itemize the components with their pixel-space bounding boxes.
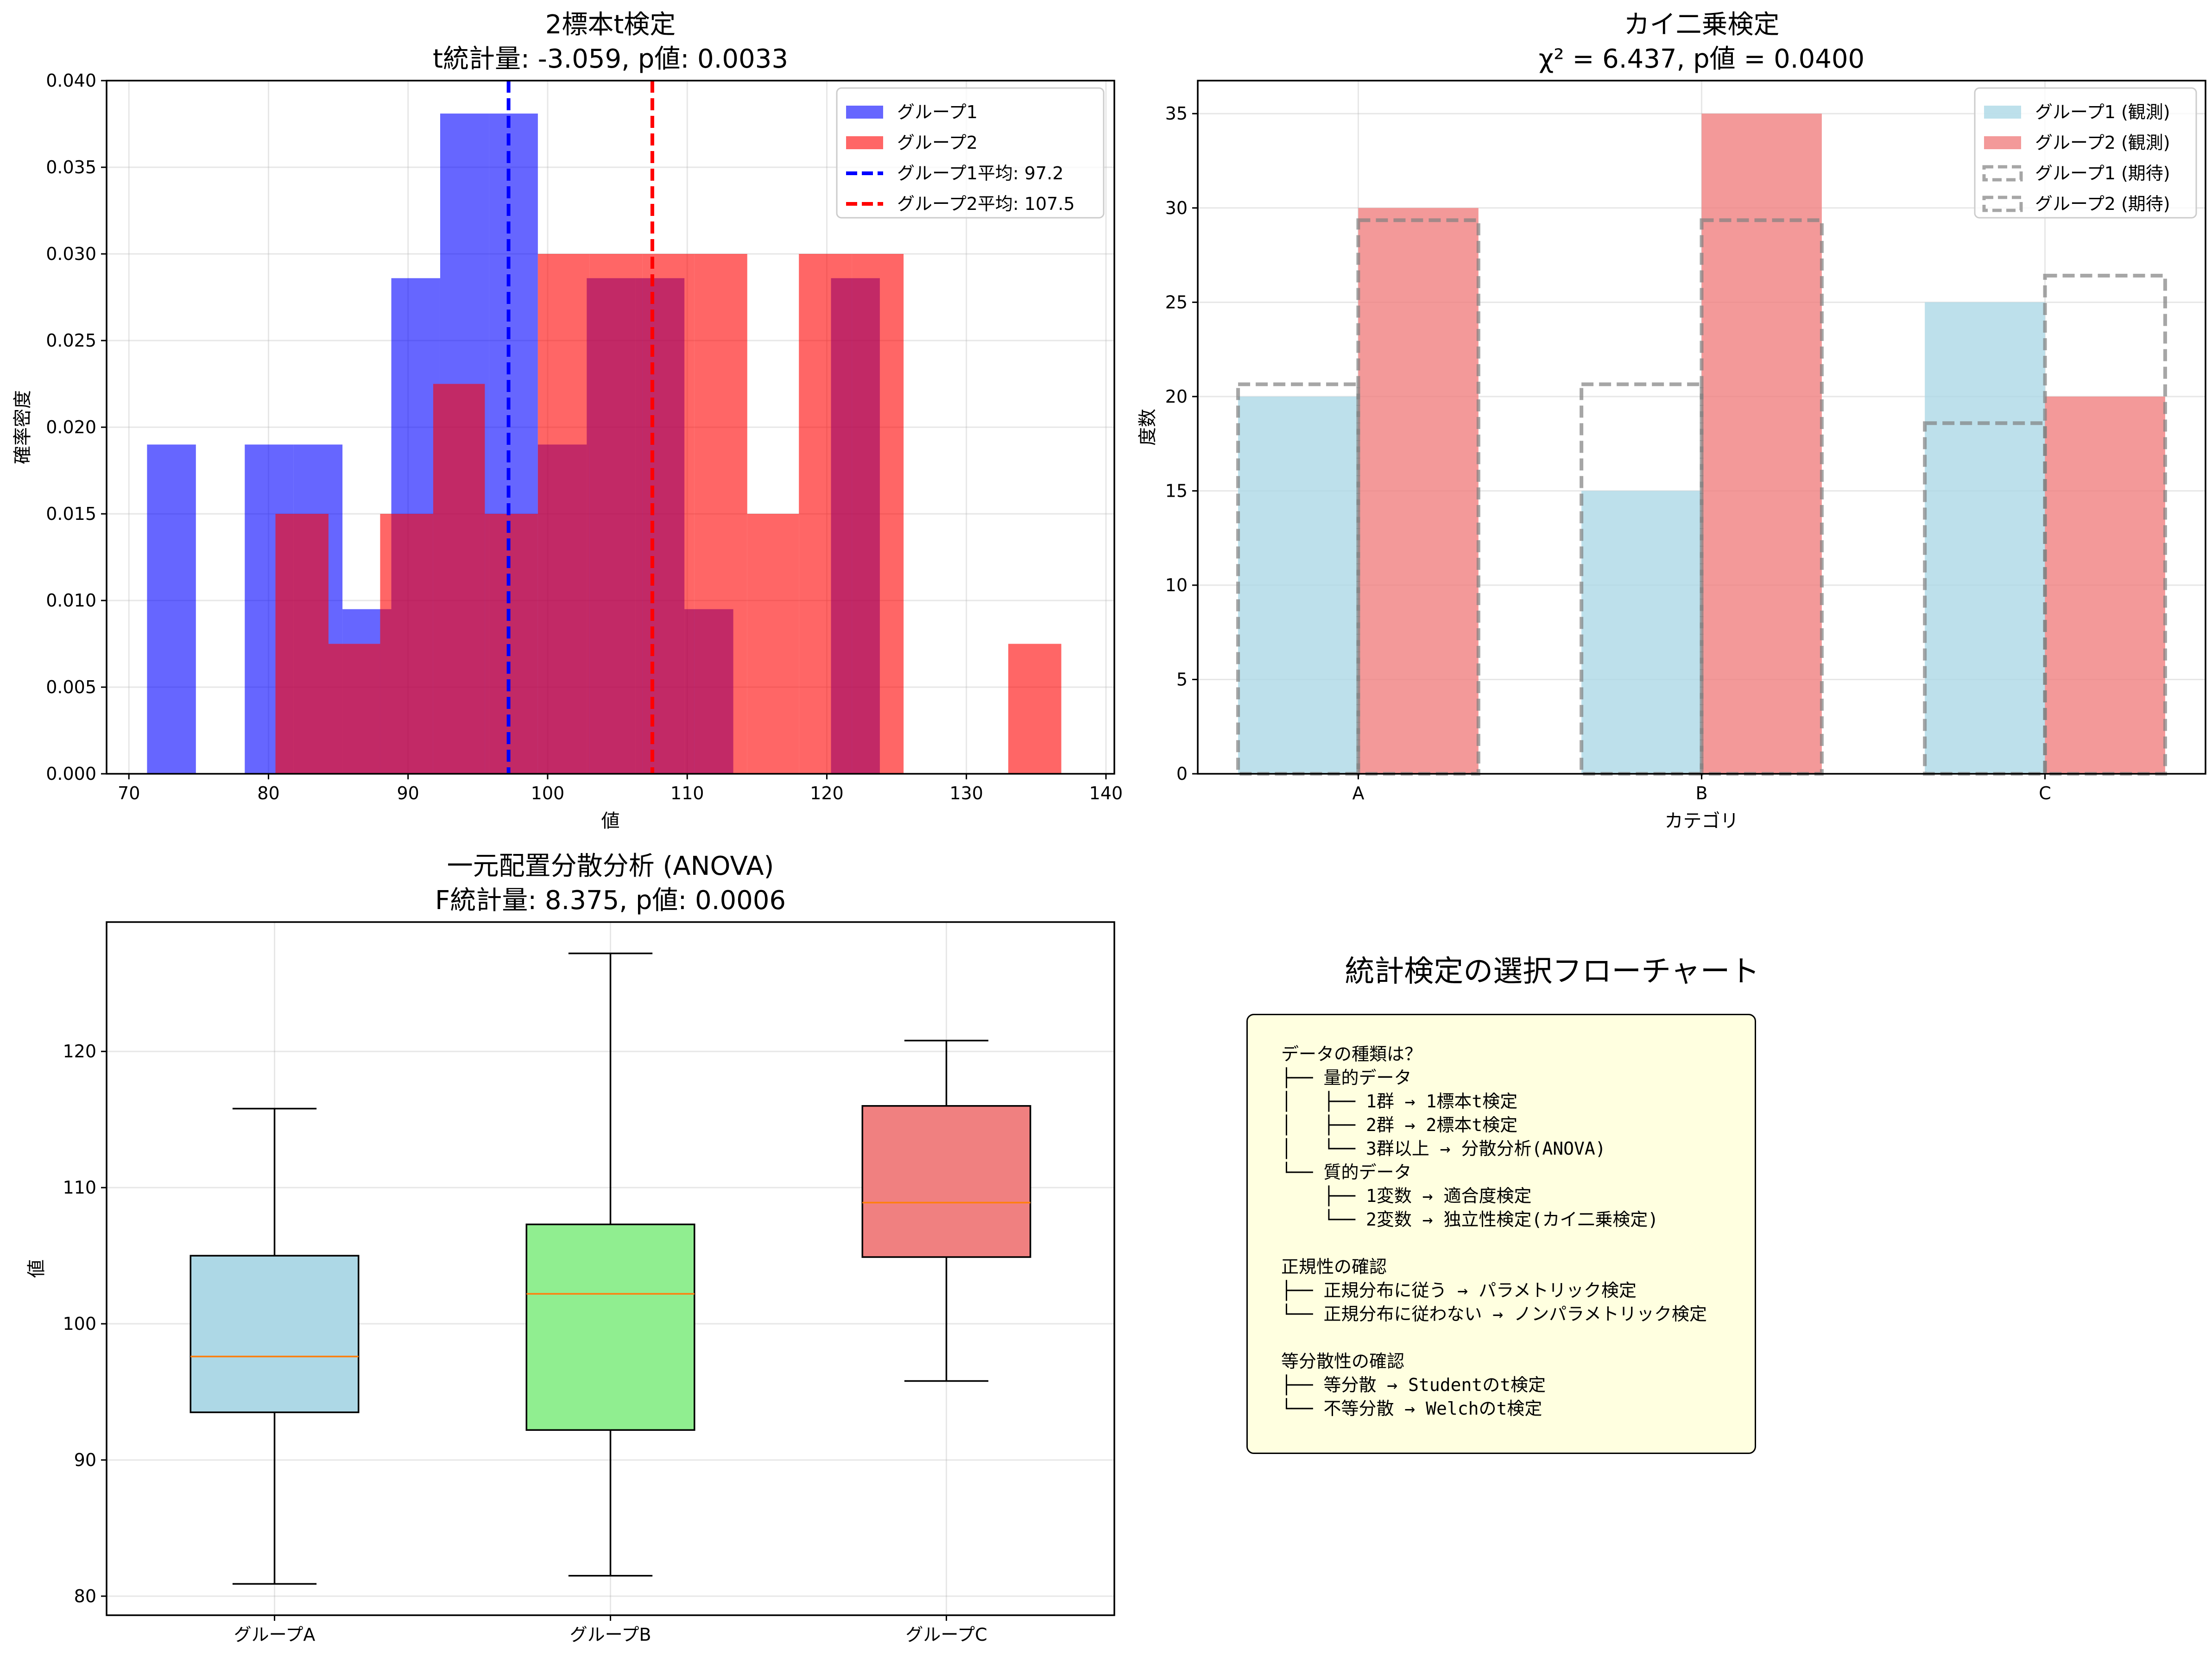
- legend-label: グループ2平均: 107.5: [897, 194, 1075, 214]
- y-tick-label: 0.025: [46, 330, 96, 351]
- legend-label: グループ1 (期待): [2035, 163, 2170, 183]
- y-tick-label: 0.000: [46, 764, 96, 784]
- chi-square-bar-panel: A B C 0 5 10 15 20 25 30 35 カイ二乗検定 χ² = 6.437, p値 = …: [1137, 10, 2206, 832]
- histogram-bar-group2: [275, 514, 329, 774]
- histogram-bar-group2: [747, 514, 799, 774]
- x-axis-label: カテゴリ: [1665, 810, 1739, 832]
- y-tick-label: 0.010: [46, 590, 96, 611]
- flowchart-title: 統計検定の選択フローチャート: [1345, 954, 1760, 989]
- legend-box: [836, 87, 1105, 219]
- y-tick-label: 110: [63, 1177, 96, 1198]
- x-tick-label: 100: [531, 783, 565, 803]
- legend-label: グループ2 (観測): [2035, 133, 2170, 153]
- legend-swatch: [1982, 196, 2023, 212]
- histogram-bar-group2: [380, 514, 433, 774]
- x-tick-label: グループC: [905, 1624, 987, 1645]
- x-tick-label: 110: [670, 783, 704, 803]
- y-tick-label: 0.035: [46, 157, 96, 177]
- legend-label: グループ2: [897, 133, 978, 153]
- x-tick-label: 130: [949, 783, 983, 803]
- y-tick-label: 100: [63, 1314, 96, 1334]
- observed-bar-group2: [1701, 114, 1822, 774]
- chart-title-line-2: t統計量: -3.059, p値: 0.0033: [433, 44, 788, 74]
- y-tick-label: 120: [63, 1041, 96, 1062]
- x-tick-label: 140: [1089, 783, 1123, 803]
- x-tick-label: 80: [257, 783, 279, 803]
- y-tick-label: 15: [1165, 480, 1188, 501]
- y-tick-label: 0.030: [46, 244, 96, 264]
- observed-bar-group1: [1925, 302, 2045, 774]
- observed-bar-group2: [1358, 208, 1479, 774]
- legend-swatch: [1984, 136, 2021, 149]
- flowchart-box: [1246, 1014, 1756, 1454]
- chart-title-line-1: 一元配置分散分析 (ANOVA): [447, 851, 774, 881]
- observed-bar-group1: [1581, 491, 1702, 774]
- y-tick-label: 0.040: [46, 70, 96, 91]
- x-tick-label: C: [2039, 783, 2051, 803]
- y-tick-label: 20: [1165, 386, 1188, 407]
- histogram-bar-group2: [694, 254, 747, 774]
- histogram-bar-group2: [642, 254, 695, 774]
- chart-title-line-1: カイ二乗検定: [1624, 10, 1780, 40]
- histogram-bar-group2: [1008, 644, 1062, 774]
- legend-label: グループ2 (期待): [2035, 194, 2170, 214]
- y-tick-label: 30: [1165, 198, 1188, 218]
- observed-bar-group1: [1238, 396, 1359, 774]
- x-axis-label: 値: [601, 810, 620, 832]
- legend-box: [1974, 87, 2197, 219]
- histogram-bar-group2: [799, 254, 852, 774]
- y-tick-label: 0: [1176, 764, 1188, 784]
- histogram-bar-group2: [852, 254, 904, 774]
- box-3: [861, 1105, 1031, 1258]
- legend-label: グループ1: [897, 102, 978, 122]
- histogram-bar-group1: [147, 444, 196, 774]
- x-tick-label: グループA: [234, 1624, 316, 1645]
- legend-swatch: [846, 136, 883, 149]
- y-tick-label: 0.005: [46, 677, 96, 697]
- histogram-bar-group2: [589, 254, 643, 774]
- y-tick-label: 0.015: [46, 504, 96, 524]
- box-1: [190, 1255, 360, 1413]
- x-tick-label: A: [1352, 783, 1364, 803]
- observed-bar-group2: [2045, 396, 2165, 774]
- x-tick-label: 70: [118, 783, 140, 803]
- y-tick-label: 10: [1165, 575, 1188, 595]
- x-tick-label: グループB: [570, 1624, 651, 1645]
- x-tick-label: 120: [810, 783, 844, 803]
- y-axis-label: 度数: [1137, 409, 1158, 446]
- x-tick-label: B: [1695, 783, 1707, 803]
- y-tick-label: 5: [1176, 669, 1188, 689]
- anova-boxplot-panel: グループA グループB グループC 80 90 100 110 120 一元配置分散分析 (AN…: [26, 851, 1115, 1645]
- y-tick-label: 35: [1165, 103, 1188, 124]
- legend-swatch: [1984, 106, 2021, 119]
- legend-label: グループ1平均: 97.2: [897, 163, 1063, 183]
- x-tick-label: 90: [397, 783, 419, 803]
- legend-label: グループ1 (観測): [2035, 102, 2170, 122]
- y-tick-label: 80: [74, 1586, 96, 1606]
- histogram-bar-group2: [433, 384, 485, 774]
- flowchart-text: データの種類は？ ├── 量的データ │ ├── 1群 → 1標本t検定 │ ├…: [1281, 1044, 1707, 1419]
- chart-title-line-2: F統計量: 8.375, p値: 0.0006: [435, 885, 786, 916]
- histogram-bar-group2: [537, 254, 590, 774]
- ttest-histogram-panel: 70 80 90 100 110 120 130 140 0.000 0.005 0.010 0.01…: [12, 10, 1123, 832]
- chart-title-line-2: χ² = 6.437, p値 = 0.0400: [1539, 44, 1864, 74]
- y-tick-label: 25: [1165, 292, 1188, 312]
- legend-swatch: [846, 106, 883, 119]
- y-tick-label: 90: [74, 1450, 96, 1470]
- y-tick-label: 0.020: [46, 417, 96, 437]
- legend-swatch: [1982, 165, 2023, 182]
- y-axis-label: 確率密度: [12, 390, 33, 464]
- box-2: [525, 1223, 695, 1431]
- chart-title-line-1: 2標本t検定: [545, 10, 676, 40]
- histogram-bar-group2: [328, 644, 380, 774]
- histogram-bar-group2: [485, 514, 538, 774]
- y-axis-label: 値: [26, 1259, 47, 1278]
